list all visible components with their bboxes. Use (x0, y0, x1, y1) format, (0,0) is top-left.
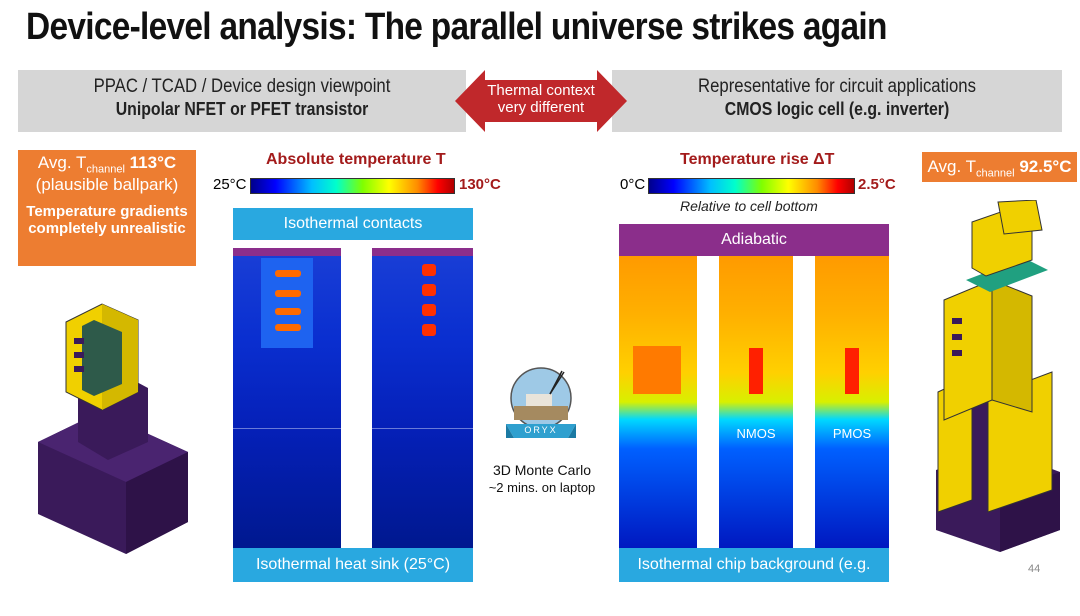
oryx-logo-text: ORYX (524, 425, 558, 435)
left-warning-line1: Temperature gradients (26, 203, 188, 221)
right-avg-prefix: Avg. T (927, 157, 977, 176)
nmos-label: NMOS (736, 426, 776, 441)
left-colorbar-min: 25°C (213, 176, 247, 193)
left-avg-line: Avg. Tchannel 113°C (18, 150, 196, 175)
right-avg-callout: Avg. Tchannel 92.5°C (922, 152, 1077, 182)
page-number: 44 (1028, 563, 1041, 575)
isothermal-contacts-band: Isothermal contacts (233, 208, 473, 240)
right-colorbar-max: 2.5°C (858, 176, 896, 193)
right-viewpoint-line1: Representative for circuit applications (698, 76, 976, 97)
left-viewpoint-line2: Unipolar NFET or PFET transistor (115, 99, 369, 119)
right-colorbar-min: 0°C (620, 176, 646, 193)
oryx-logo-icon (506, 367, 576, 438)
monte-carlo-line2: ~2 mins. on laptop (488, 480, 596, 495)
slide-title: Device-level analysis: The parallel univ… (26, 6, 887, 48)
right-colorbar-title: Temperature rise ΔT (680, 151, 835, 168)
right-sim-pmos-map (815, 256, 889, 548)
left-sim-pfet-map (372, 248, 473, 548)
left-avg-sub: channel (86, 163, 125, 176)
right-colorbar (648, 178, 855, 194)
left-avg-callout: Avg. Tchannel 113°C (plausible ballpark)… (18, 150, 196, 266)
isothermal-chip-background-band: Isothermal chip background (e.g. 90°C) (619, 548, 889, 607)
left-viewpoint-line1: PPAC / TCAD / Device design viewpoint (93, 76, 391, 97)
left-avg-value: 113°C (129, 153, 177, 172)
left-colorbar-title: Absolute temperature T (266, 151, 446, 168)
right-sim-cell-map (619, 256, 697, 548)
adiabatic-band: Adiabatic (619, 224, 889, 256)
left-avg-prefix: Avg. T (37, 153, 87, 172)
left-viewpoint-band: PPAC / TCAD / Device design viewpoint Un… (18, 70, 466, 132)
monte-carlo-line1: 3D Monte Carlo (492, 462, 592, 478)
nfet-3d-device-illustration (38, 303, 188, 554)
left-warning-line2: completely unrealistic (28, 220, 186, 238)
right-viewpoint-band: Representative for circuit applications … (612, 70, 1062, 132)
right-avg-sub: channel (976, 167, 1015, 180)
isothermal-heat-sink-band: Isothermal heat sink (25°C) (233, 548, 473, 582)
cmos-inverter-3d-illustration (936, 200, 1060, 552)
left-colorbar-max: 130°C (459, 176, 501, 193)
arrow-text-line2: very different (497, 99, 585, 116)
left-colorbar (250, 178, 455, 194)
arrow-text-line1: Thermal context (487, 82, 595, 99)
right-sim-nmos-map (719, 256, 793, 548)
left-ballpark: (plausible ballpark) (35, 175, 179, 195)
right-viewpoint-line2: CMOS logic cell (e.g. inverter) (724, 99, 950, 119)
right-colorbar-note: Relative to cell bottom (680, 198, 818, 214)
right-avg-value: 92.5°C (1019, 157, 1072, 176)
double-arrow-icon (455, 70, 627, 132)
left-sim-nfet-map (233, 248, 341, 548)
pmos-label: PMOS (832, 426, 872, 441)
